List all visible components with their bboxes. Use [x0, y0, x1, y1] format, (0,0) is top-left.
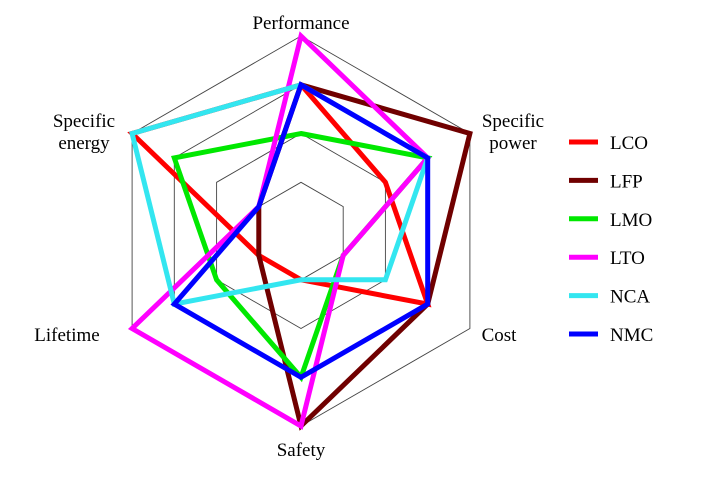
legend-label-lfp: LFP	[610, 171, 643, 192]
legend-label-nmc: NMC	[610, 325, 653, 346]
legend-label-lco: LCO	[610, 133, 648, 154]
legend-label-nca: NCA	[610, 287, 650, 308]
axis-label-performance: Performance	[252, 13, 349, 34]
axis-labels: Performance Specific power Cost Safety Lifeti…	[34, 13, 544, 461]
axis-label-lifetime: Lifetime	[34, 325, 99, 346]
grid-ring-2	[216, 132, 386, 330]
grid-ring-3	[173, 84, 429, 378]
series-layer	[127, 31, 473, 431]
radar-grid	[131, 35, 471, 427]
axis-label-safety: Safety	[277, 440, 326, 461]
axis-label-specific-power: Specific power	[482, 111, 544, 154]
series-nmc	[170, 81, 431, 381]
legend-label-lto: LTO	[610, 248, 645, 269]
legend-label-lmo: LMO	[610, 210, 652, 231]
legend: LCO LFP LMO LTO NCA NMC	[569, 133, 653, 346]
grid-ring-4	[131, 35, 471, 427]
axis-label-specific-energy: Specific energy	[53, 111, 115, 154]
axis-label-cost: Cost	[482, 325, 518, 346]
